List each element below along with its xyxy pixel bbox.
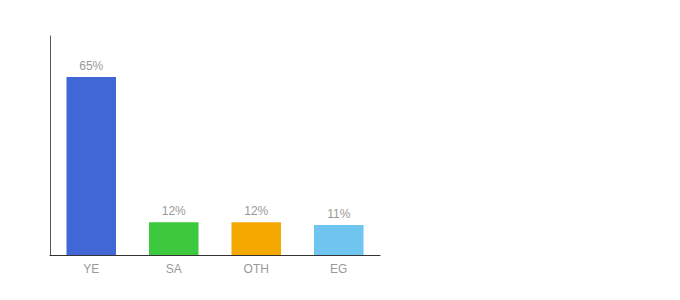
svg-text:OTH: OTH [244, 262, 269, 276]
svg-text:12%: 12% [162, 204, 186, 218]
svg-text:65%: 65% [79, 59, 103, 73]
svg-text:SA: SA [166, 262, 182, 276]
svg-text:YE: YE [83, 262, 99, 276]
svg-text:11%: 11% [327, 207, 350, 221]
svg-text:EG: EG [330, 262, 347, 276]
svg-text:12%: 12% [244, 204, 268, 218]
